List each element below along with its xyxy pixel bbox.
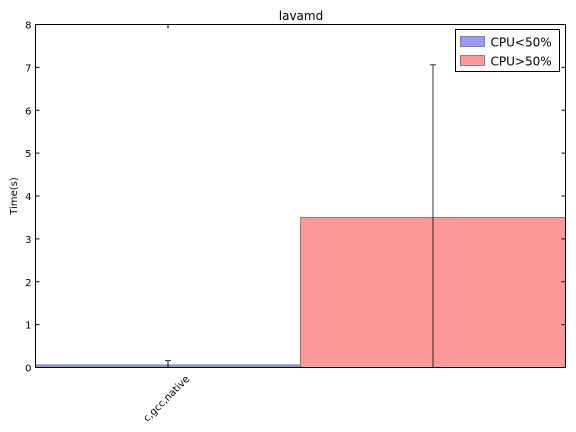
legend: CPU<50% CPU>50% (455, 29, 560, 72)
y-tick-label: 0 (25, 364, 31, 375)
legend-label: CPU<50% (491, 36, 552, 50)
y-tick-label: 4 (25, 192, 31, 203)
y-tick-label: 3 (25, 235, 31, 246)
y-tick-label: 1 (25, 321, 31, 332)
legend-label: CPU>50% (491, 55, 552, 69)
y-tick-label: 8 (25, 21, 31, 32)
y-axis-label: Time(s) (9, 177, 20, 216)
y-axis: 0 1 2 3 4 5 6 7 8 (25, 21, 566, 375)
legend-swatch (460, 36, 485, 47)
y-tick-label: 7 (25, 63, 31, 74)
y-tick-label: 2 (25, 278, 31, 289)
y-tick-label: 5 (25, 149, 31, 160)
chart-title: lavamd (279, 9, 323, 23)
legend-swatch (460, 55, 485, 66)
y-tick-label: 6 (25, 106, 31, 117)
